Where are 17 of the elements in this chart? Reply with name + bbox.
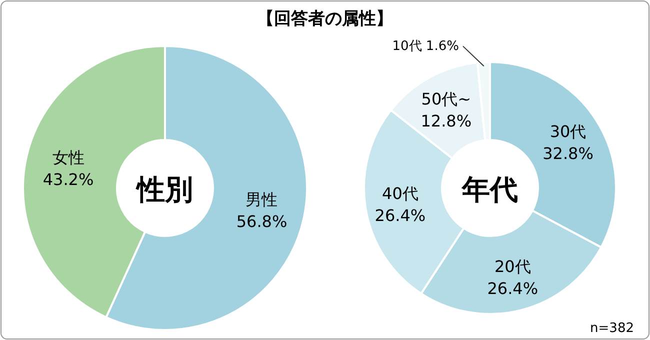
label: 20代	[494, 257, 531, 276]
annotation: 【回答者の属性】	[257, 9, 393, 29]
label: 50代~	[421, 89, 472, 108]
label: 26.4%	[374, 206, 426, 225]
label: 43.2%	[42, 170, 94, 189]
title: 年代	[462, 173, 518, 206]
label: 女性	[52, 148, 84, 167]
label: 32.8%	[542, 144, 594, 164]
label: 56.8%	[236, 212, 288, 231]
label: 26.4%	[487, 279, 538, 298]
label: 男性	[246, 190, 278, 209]
label: 12.8%	[420, 111, 472, 130]
label: 30代	[550, 122, 586, 142]
annotation: n=382	[590, 321, 634, 336]
label: 10代 1.6%	[392, 39, 459, 54]
label: 40代	[382, 184, 418, 203]
title: 性別	[137, 173, 193, 206]
